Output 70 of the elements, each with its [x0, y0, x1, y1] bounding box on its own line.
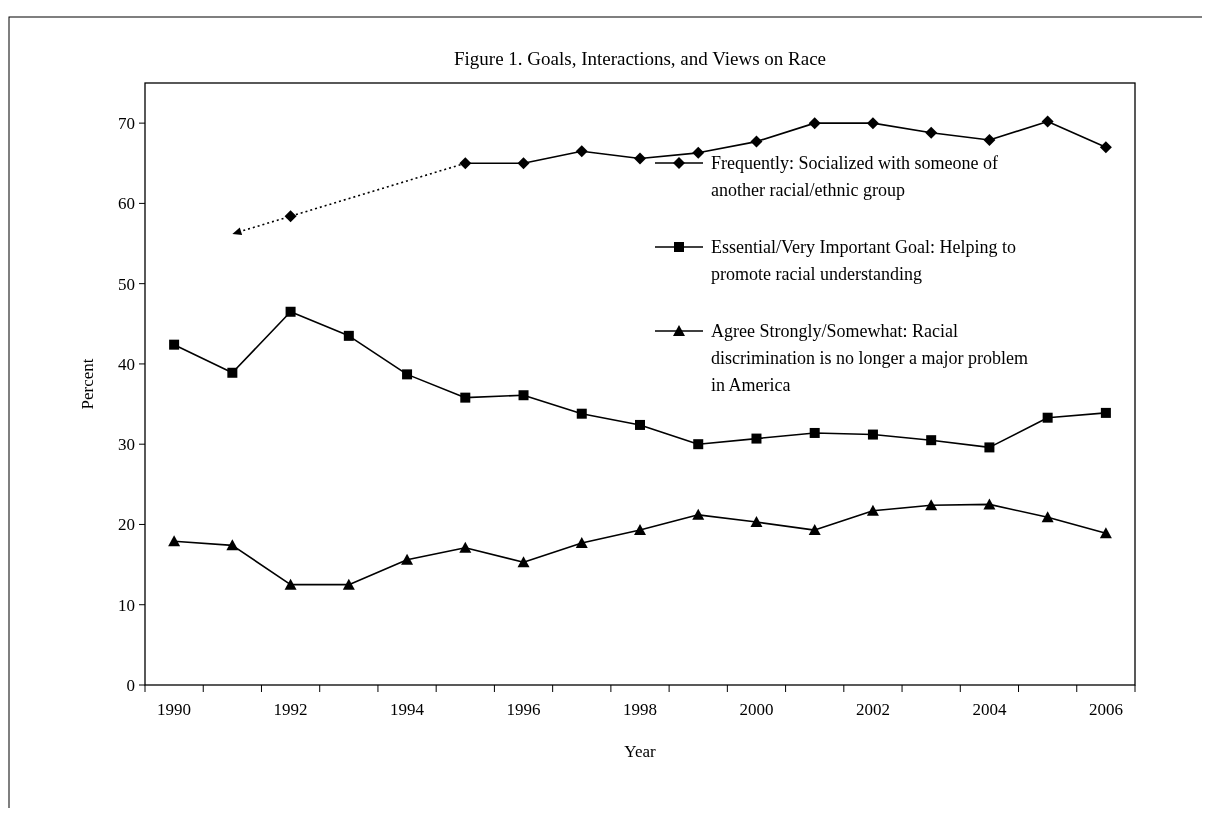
point — [459, 157, 472, 170]
point — [925, 499, 938, 511]
legend-label: Frequently: Socialized with someone of another racial/ethnic group — [711, 153, 998, 201]
point — [285, 306, 296, 317]
x-tick-label: 2000 — [739, 700, 774, 719]
point — [692, 508, 705, 520]
x-tick-label: 1992 — [273, 700, 308, 719]
legend-label: Essential/Very Important Goal: Helping to promote racial understanding — [711, 237, 1016, 285]
point — [460, 392, 471, 403]
point — [983, 498, 996, 510]
x-tick-label: 2004 — [972, 700, 1007, 719]
point — [866, 117, 879, 130]
point — [1041, 511, 1054, 523]
point — [634, 524, 646, 536]
point — [518, 390, 529, 401]
x-tick-label: 1990 — [157, 700, 192, 719]
point — [808, 117, 821, 130]
y-tick-label: 60 — [118, 194, 135, 214]
chart-title: Figure 1. Goals, Interactions, and Views on Race — [453, 48, 827, 69]
point — [575, 145, 588, 158]
point — [227, 367, 238, 378]
point — [867, 429, 878, 440]
point — [1041, 115, 1054, 128]
point — [576, 408, 587, 419]
x-tick-label: 2002 — [855, 700, 890, 719]
point — [634, 152, 646, 165]
x-tick-label: 1998 — [623, 700, 657, 719]
x-tick-label: 1996 — [506, 700, 541, 719]
point — [750, 516, 763, 528]
y-tick-label: 30 — [118, 435, 135, 455]
point — [692, 146, 705, 159]
point — [168, 535, 181, 547]
x-tick-label: 2006 — [1088, 700, 1123, 719]
point — [866, 504, 879, 516]
point — [1099, 141, 1112, 154]
y-axis-title: Percent — [78, 358, 97, 410]
point — [402, 369, 413, 380]
point — [635, 419, 645, 430]
point — [459, 541, 472, 553]
y-tick-label: 50 — [118, 274, 135, 294]
point — [575, 536, 588, 548]
y-tick-label: 40 — [118, 354, 135, 374]
point — [1099, 527, 1112, 539]
point — [751, 433, 762, 444]
point — [1100, 407, 1111, 418]
point — [809, 427, 820, 438]
legend-label: Agree Strongly/Somewhat: Racial discrimination is no longer a major problem in America — [711, 321, 1028, 396]
point — [517, 157, 530, 170]
point — [750, 135, 763, 148]
y-tick-label: 20 — [118, 515, 135, 535]
point — [169, 339, 180, 350]
x-tick-label: 1994 — [390, 700, 425, 719]
point — [693, 439, 704, 450]
point — [343, 330, 354, 341]
point — [342, 578, 355, 590]
point — [926, 435, 937, 446]
point — [517, 556, 530, 568]
y-tick-label: 70 — [118, 114, 135, 134]
x-axis-title: Year — [624, 742, 656, 761]
point — [925, 126, 938, 139]
point — [808, 524, 821, 536]
y-tick-label: 10 — [118, 595, 135, 615]
point — [983, 133, 996, 146]
y-tick-label: 0 — [126, 675, 135, 695]
point — [401, 553, 414, 565]
point — [226, 539, 239, 551]
point — [284, 210, 297, 223]
point — [284, 578, 297, 590]
point — [984, 442, 995, 453]
point — [1042, 412, 1053, 423]
